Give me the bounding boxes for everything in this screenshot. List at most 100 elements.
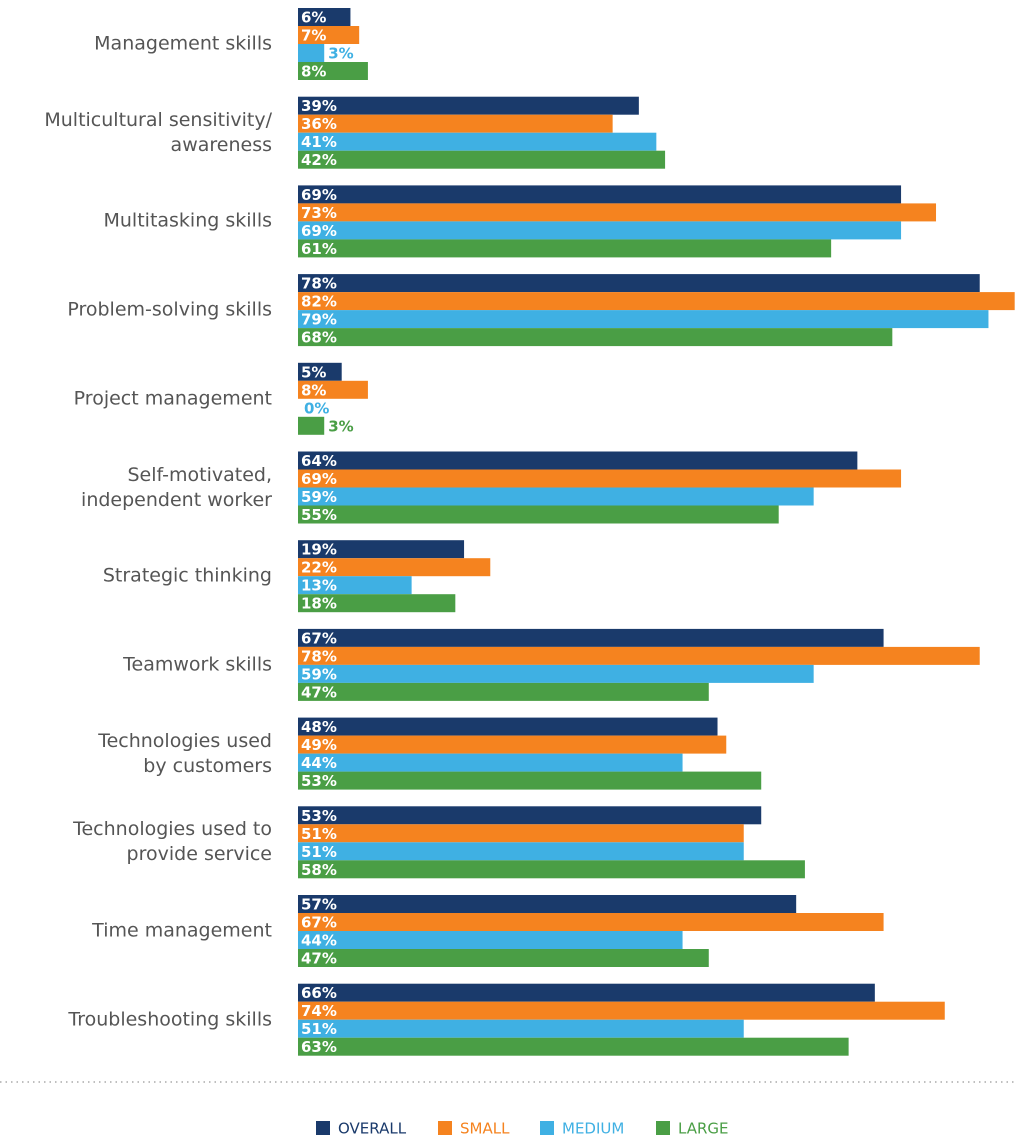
bar bbox=[298, 540, 465, 559]
value-label: 78% bbox=[301, 275, 337, 293]
value-label: 8% bbox=[301, 63, 326, 81]
value-label: 51% bbox=[301, 843, 337, 861]
value-label: 42% bbox=[301, 151, 337, 169]
category-label: Management skills bbox=[94, 32, 272, 55]
bar bbox=[298, 150, 666, 169]
bar bbox=[298, 753, 683, 772]
value-label: 53% bbox=[301, 772, 337, 790]
value-label: 44% bbox=[301, 754, 337, 772]
value-label: 36% bbox=[301, 115, 337, 133]
value-label: 58% bbox=[301, 861, 337, 879]
value-label: 55% bbox=[301, 506, 337, 524]
value-label: 69% bbox=[301, 470, 337, 488]
value-label: 63% bbox=[301, 1038, 337, 1056]
value-label: 3% bbox=[328, 417, 353, 435]
value-label: 78% bbox=[301, 647, 337, 665]
bar bbox=[298, 558, 491, 577]
bar bbox=[298, 949, 709, 967]
bar bbox=[298, 628, 884, 647]
category-label: Self-motivated, independent worker bbox=[81, 463, 272, 511]
category-label: Multitasking skills bbox=[103, 209, 273, 232]
bar bbox=[298, 824, 744, 843]
bar bbox=[298, 310, 989, 329]
bar bbox=[298, 221, 902, 240]
bar bbox=[298, 1019, 744, 1038]
legend-label: OVERALL bbox=[338, 1120, 407, 1138]
bar bbox=[298, 451, 858, 470]
bar bbox=[298, 362, 342, 381]
value-label: 3% bbox=[328, 45, 353, 63]
category-label: Troubleshooting skills bbox=[68, 1008, 272, 1031]
bar bbox=[298, 1001, 945, 1020]
bar bbox=[298, 8, 351, 26]
value-label: 61% bbox=[301, 240, 337, 258]
bar bbox=[298, 576, 412, 595]
legend-swatch bbox=[316, 1121, 330, 1135]
value-label: 64% bbox=[301, 452, 337, 470]
value-label: 49% bbox=[301, 736, 337, 754]
value-label: 59% bbox=[301, 665, 337, 683]
bar bbox=[298, 735, 727, 754]
bar bbox=[298, 44, 325, 62]
value-label: 82% bbox=[301, 293, 337, 311]
value-label: 47% bbox=[301, 683, 337, 701]
value-label: 41% bbox=[301, 133, 337, 151]
value-label: 0% bbox=[304, 399, 329, 417]
legend-label: SMALL bbox=[460, 1120, 510, 1138]
value-label: 8% bbox=[301, 381, 326, 399]
bar bbox=[298, 646, 980, 665]
value-label: 22% bbox=[301, 559, 337, 577]
value-label: 18% bbox=[301, 595, 337, 613]
bar bbox=[298, 664, 814, 683]
category-label: Teamwork skills bbox=[123, 653, 272, 676]
value-label: 39% bbox=[301, 97, 337, 115]
value-label: 66% bbox=[301, 984, 337, 1002]
category-label: Strategic thinking bbox=[102, 564, 272, 587]
bar bbox=[298, 594, 456, 613]
value-label: 51% bbox=[301, 825, 337, 843]
bar bbox=[298, 132, 657, 151]
value-label: 73% bbox=[301, 204, 337, 222]
value-label: 69% bbox=[301, 222, 337, 240]
category-label: Time management bbox=[92, 919, 272, 942]
value-label: 68% bbox=[301, 329, 337, 347]
bar bbox=[298, 239, 832, 258]
value-label: 48% bbox=[301, 718, 337, 736]
value-label: 67% bbox=[301, 914, 337, 932]
bar bbox=[298, 416, 325, 435]
value-label: 74% bbox=[301, 1002, 337, 1020]
bar bbox=[298, 913, 884, 931]
bar bbox=[298, 717, 718, 736]
category-label: Project management bbox=[73, 387, 272, 410]
bar bbox=[298, 203, 937, 222]
bar bbox=[298, 505, 779, 524]
value-label: 19% bbox=[301, 541, 337, 559]
bar bbox=[298, 114, 613, 133]
bar bbox=[298, 983, 875, 1002]
value-label: 69% bbox=[301, 186, 337, 204]
category-label: Technologies used to provide service bbox=[73, 818, 272, 866]
legend-swatch bbox=[540, 1121, 554, 1135]
value-label: 7% bbox=[301, 27, 326, 45]
bar bbox=[298, 185, 902, 204]
bar bbox=[298, 931, 683, 949]
bar bbox=[298, 96, 639, 115]
value-label: 51% bbox=[301, 1020, 337, 1038]
bar bbox=[298, 292, 1015, 311]
value-label: 47% bbox=[301, 950, 337, 968]
legend-swatch bbox=[438, 1121, 452, 1135]
value-label: 5% bbox=[301, 363, 326, 381]
category-label: Multicultural sensitivity/ awareness bbox=[44, 108, 272, 156]
value-label: 57% bbox=[301, 896, 337, 914]
bar bbox=[298, 274, 980, 293]
category-label: Technologies used by customers bbox=[98, 729, 272, 777]
bar bbox=[298, 842, 744, 861]
value-label: 79% bbox=[301, 311, 337, 329]
value-label: 53% bbox=[301, 807, 337, 825]
value-label: 59% bbox=[301, 488, 337, 506]
value-label: 13% bbox=[301, 577, 337, 595]
bar bbox=[298, 62, 368, 80]
bar bbox=[298, 1037, 849, 1056]
